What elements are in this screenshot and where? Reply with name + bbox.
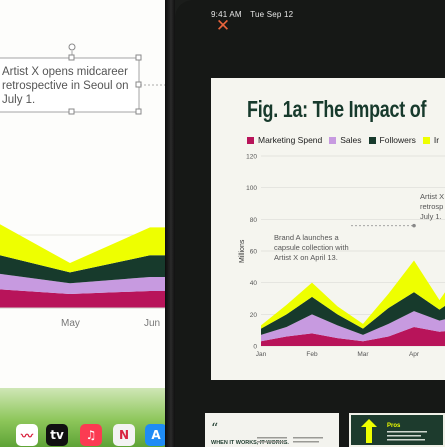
legend-label: Followers: [379, 135, 416, 145]
legend-item: Followers: [368, 135, 416, 145]
left-chart: May Jun Artist X opens midcareer retrosp…: [0, 43, 170, 329]
left-area-followers: [0, 255, 170, 284]
apple-tv-icon[interactable]: tv: [46, 424, 68, 446]
legend-swatch: [329, 137, 337, 144]
area-followers: [261, 292, 445, 335]
legend-swatch: [368, 137, 376, 144]
y-tick-label: 120: [246, 154, 257, 161]
close-button[interactable]: ✕: [215, 16, 231, 36]
freeform-glyph: 〰: [20, 428, 33, 443]
thumbnail-label: Pros: [387, 423, 401, 429]
legend-swatch: [422, 137, 430, 144]
status-bar: 9:41 AM Tue Sep 12: [211, 10, 293, 19]
artist-annotation-line: July 1.: [420, 212, 442, 221]
legend-label: Sales: [340, 135, 362, 145]
music-icon[interactable]: ♫: [80, 424, 102, 446]
y-tick-label: 80: [250, 217, 258, 224]
annotation-marker: [412, 223, 416, 228]
artist-annotation-line: retrosp: [420, 202, 443, 211]
thumbnail-preview: “ WHEN IT WORKS, IT WORKS.: [211, 421, 323, 446]
annotation-text-line: retrospective in Seoul on: [2, 80, 129, 92]
resize-handle[interactable]: [135, 54, 142, 61]
annotation-text-line: July 1.: [2, 94, 35, 106]
x-tick-label: Feb: [306, 351, 318, 358]
chart-area-series: [261, 260, 445, 346]
artist-annotation-line: Artist X: [420, 192, 444, 201]
x-tick-label: Apr: [409, 351, 420, 358]
x-tick-label: Jan: [256, 351, 267, 358]
left-area-ir: [0, 224, 170, 273]
legend-item: Sales: [329, 135, 362, 145]
y-tick-label: 40: [250, 280, 258, 287]
legend-swatch: [247, 137, 254, 144]
apple-tv-glyph: tv: [50, 428, 64, 442]
x-axis: Jan Feb Mar Apr: [256, 351, 420, 358]
status-time: 9:41 AM: [211, 10, 242, 19]
status-date: Tue Sep 12: [250, 10, 294, 19]
y-tick-label: 60: [250, 249, 258, 256]
device-bezel: [165, 0, 175, 447]
document-page: Fig. 1a: The Impact of Marketing Spend Sa…: [211, 78, 445, 380]
y-axis-label: Millions: [239, 239, 246, 263]
x-tick-label: Mar: [357, 351, 369, 358]
legend-label: Ir: [433, 135, 440, 145]
resize-handle[interactable]: [135, 108, 142, 115]
news-icon[interactable]: N: [113, 424, 135, 446]
area-marketing-spend: [261, 327, 445, 346]
resize-handle[interactable]: [68, 108, 75, 115]
page-thumbnail[interactable]: “ WHEN IT WORKS, IT WORKS.: [205, 413, 339, 447]
area-sales: [261, 311, 445, 342]
app-store-icon[interactable]: A: [145, 424, 167, 446]
brand-annotation-line: Brand A launches a: [274, 233, 339, 242]
area-chart: 0 20 40 60 80 100 120 Jan Feb Mar Apr Millions Br…: [239, 154, 445, 358]
legend-item: Marketing Spend: [247, 135, 322, 145]
left-x-tick-label: May: [61, 318, 80, 329]
left-device-screen: May Jun Artist X opens midcareer retrosp…: [0, 0, 170, 447]
app-store-glyph: A: [151, 428, 161, 442]
left-area-series: [0, 224, 170, 308]
left-area-marketing-spend: [0, 289, 170, 308]
y-tick-label: 20: [250, 312, 258, 319]
chart-legend: Marketing Spend Sales Followers Ir: [247, 135, 445, 145]
rotate-handle[interactable]: [68, 43, 76, 51]
y-tick-label: 100: [246, 185, 257, 192]
brand-annotation-line: Artist X on April 13.: [274, 253, 338, 262]
right-device-screen: 9:41 AM Tue Sep 12 ✕ Fig. 1a: The Impact…: [175, 0, 445, 447]
page-thumbnail-selected[interactable]: Pros: [349, 413, 445, 447]
freeform-icon[interactable]: 〰: [16, 424, 38, 446]
annotation-box[interactable]: Artist X opens midcareer retrospective i…: [0, 43, 142, 115]
music-glyph: ♫: [85, 428, 97, 442]
thumbnail-preview: Pros: [361, 419, 427, 443]
brand-annotation-line: capsule collection with: [274, 243, 349, 252]
annotation-text-line: Artist X opens midcareer: [2, 66, 128, 78]
y-tick-label: 0: [253, 344, 257, 351]
left-x-tick-label: Jun: [144, 318, 160, 329]
y-axis: 0 20 40 60 80 100 120: [246, 154, 257, 351]
thumbnail-heading: WHEN IT WORKS, IT WORKS.: [211, 440, 289, 446]
area-ir: [261, 260, 445, 329]
legend-label: Marketing Spend: [258, 135, 323, 145]
arrow-up-icon: [361, 419, 377, 443]
left-area-sales: [0, 273, 170, 295]
close-icon: ✕: [215, 16, 231, 36]
figure-title: Fig. 1a: The Impact of: [247, 96, 427, 122]
thumbnail-quote-mark: “: [211, 421, 218, 437]
resize-handle[interactable]: [68, 54, 75, 61]
news-glyph: N: [118, 428, 130, 442]
legend-item: Ir: [422, 135, 440, 145]
